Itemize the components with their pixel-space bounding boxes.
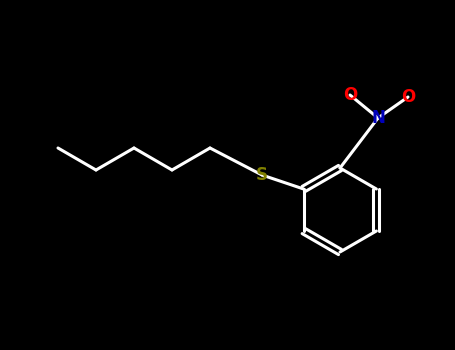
Text: S: S: [256, 166, 268, 184]
Text: N: N: [371, 109, 385, 127]
Text: O: O: [343, 86, 357, 104]
Text: O: O: [401, 88, 415, 106]
